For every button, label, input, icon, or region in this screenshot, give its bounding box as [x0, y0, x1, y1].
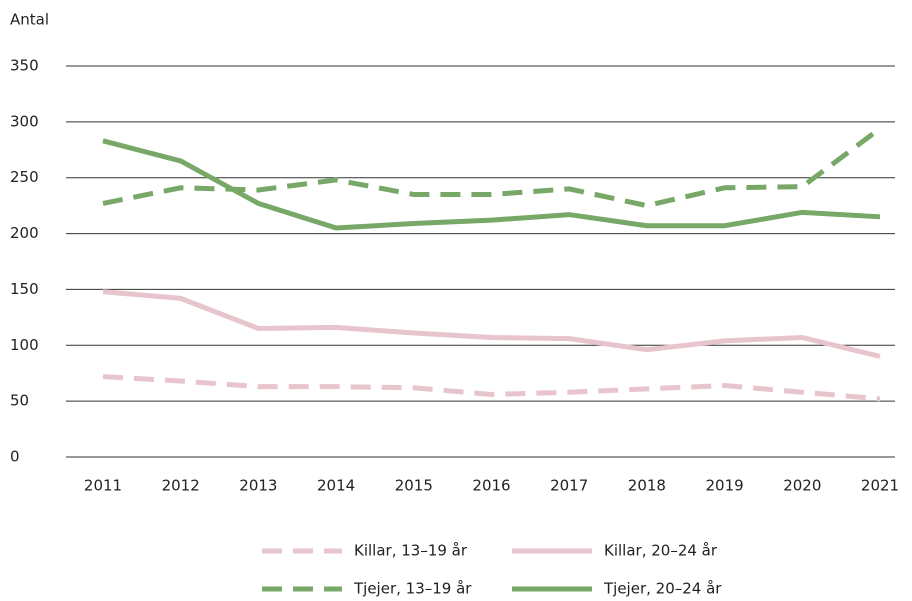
- y-tick-label: 200: [10, 224, 39, 242]
- legend-label: Tjejer, 13–19 år: [353, 580, 472, 598]
- y-tick-label: 300: [10, 112, 39, 130]
- y-tick-label: 100: [10, 336, 39, 354]
- y-tick-label: 50: [10, 392, 29, 410]
- x-tick-label: 2021: [861, 477, 899, 495]
- x-tick-label: 2018: [628, 477, 666, 495]
- legend-label: Killar, 13–19 år: [354, 542, 468, 560]
- line-series: [102, 289, 881, 359]
- legend-label: Killar, 20–24 år: [604, 542, 718, 560]
- x-tick-label: 2012: [162, 477, 200, 495]
- y-tick-label: 250: [10, 168, 39, 186]
- y-tick-label: 150: [10, 280, 39, 298]
- line-series: [102, 374, 881, 402]
- x-tick-label: 2020: [783, 477, 821, 495]
- x-tick-label: 2019: [706, 477, 744, 495]
- x-tick-label: 2014: [317, 477, 355, 495]
- line-series: [102, 126, 882, 209]
- y-tick-label: 350: [10, 57, 39, 75]
- y-axis-label: Antal: [10, 11, 49, 29]
- x-tick-label: 2016: [472, 477, 510, 495]
- x-tick-label: 2015: [395, 477, 433, 495]
- line-series: [102, 138, 881, 231]
- x-tick-label: 2017: [550, 477, 588, 495]
- y-tick-label: 0: [10, 448, 20, 466]
- legend-label: Tjejer, 20–24 år: [603, 580, 722, 598]
- x-tick-label: 2013: [239, 477, 277, 495]
- x-tick-label: 2011: [84, 477, 122, 495]
